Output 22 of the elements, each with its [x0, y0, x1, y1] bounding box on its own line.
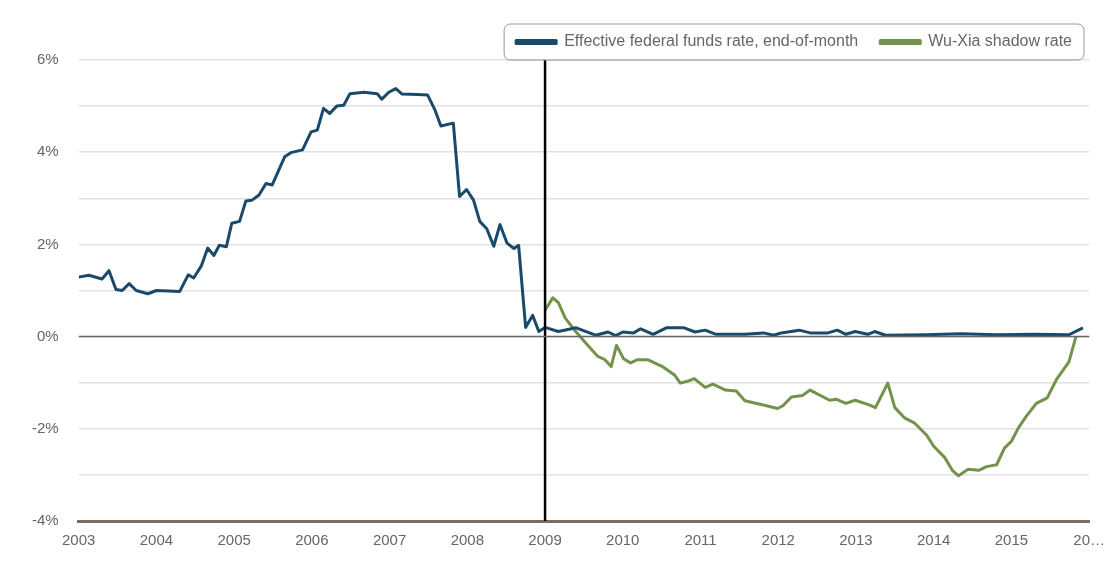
x-tick-label: 2012 [761, 531, 795, 549]
legend-label: Wu-Xia shadow rate [928, 32, 1073, 50]
y-tick-label: -4% [31, 511, 59, 529]
x-tick-label: 2010 [606, 531, 640, 549]
x-tick-label: 2015 [994, 531, 1029, 549]
x-tick-label: 2013 [839, 531, 873, 549]
legend-label: Effective federal funds rate, end-of-month [564, 32, 859, 50]
y-tick-label: 6% [36, 50, 59, 68]
y-tick-label: -2% [31, 418, 59, 436]
x-tick-label: 2014 [917, 531, 951, 549]
x-tick-label: 2009 [528, 531, 562, 549]
x-tick-label: 2011 [684, 531, 717, 549]
y-tick-label: 2% [36, 234, 59, 252]
x-tick-label: 2006 [295, 531, 329, 549]
x-tick-label: 2004 [139, 531, 174, 549]
y-tick-label: 0% [36, 326, 59, 344]
y-tick-label: 4% [36, 142, 59, 160]
x-tick-label: 2005 [217, 531, 251, 549]
x-tick-label: 2007 [372, 531, 407, 549]
x-tick-label: 20… [1073, 531, 1105, 549]
x-tick-label: 2008 [450, 531, 485, 549]
x-tick-label: 2003 [61, 531, 96, 549]
